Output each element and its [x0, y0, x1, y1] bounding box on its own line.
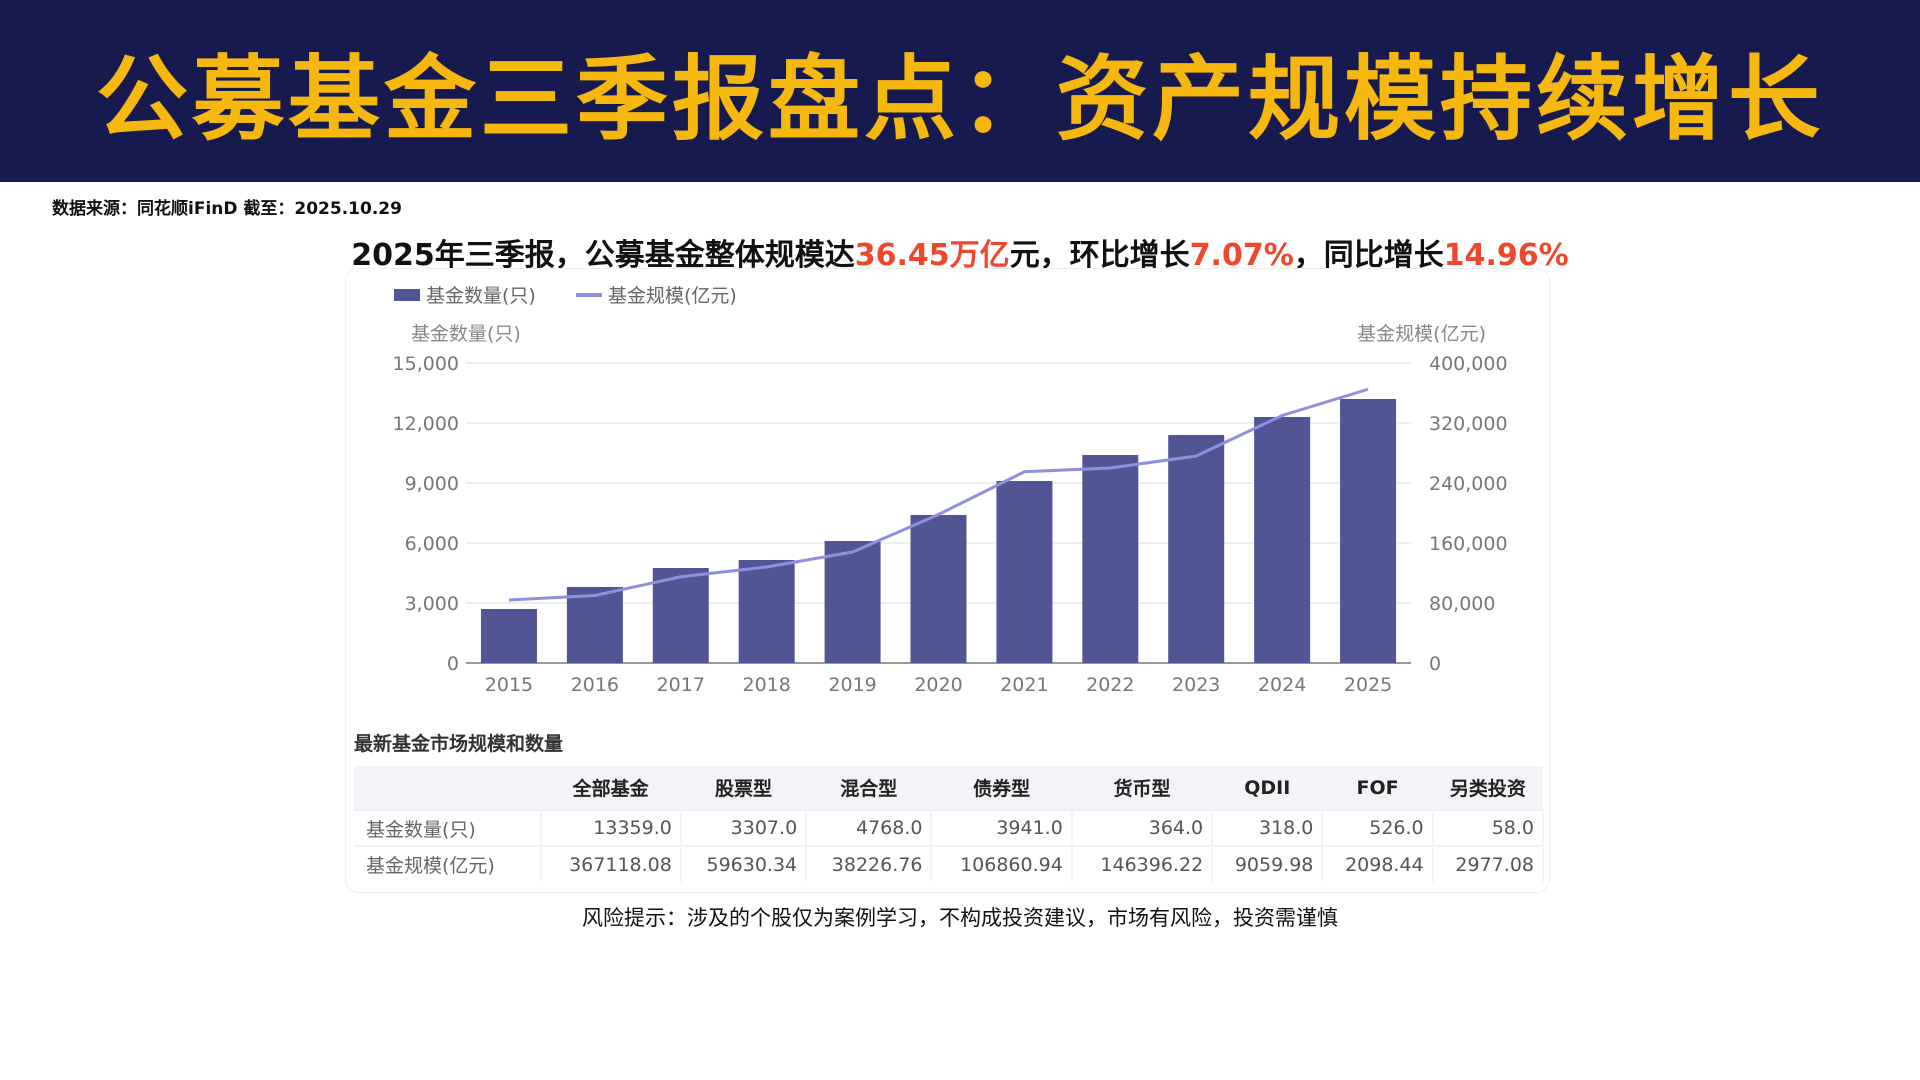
combo-chart: 0 0 3,000 80,000 6,000 160,000 9,000 240,000 12,… — [393, 285, 1508, 696]
left-axis-title: 基金数量(只) — [411, 323, 521, 345]
table-cell: 2977.08 — [1432, 845, 1545, 882]
bar — [1340, 399, 1397, 663]
x-tick-label: 2019 — [828, 674, 876, 696]
table-cell: 364.0 — [1071, 809, 1214, 846]
table-cell: 526.0 — [1322, 809, 1434, 846]
x-tick-label: 2020 — [914, 674, 962, 696]
table-row: 基金数量(只) 13359.0 3307.0 4768.0 3941.0 364.0 318… — [354, 809, 1545, 846]
bar — [652, 568, 709, 663]
bar — [1168, 435, 1225, 663]
headline-text: ，同比增长 — [1293, 238, 1444, 273]
column-header: 债券型 — [931, 766, 1072, 810]
table-cell: 367118.08 — [540, 845, 682, 882]
left-tick-label: 12,000 — [393, 413, 459, 435]
scale-line — [508, 387, 1369, 602]
risk-disclaimer: 风险提示：涉及的个股仅为案例学习，不构成投资建议，市场有风险，投资需谨慎 — [582, 906, 1338, 930]
x-tick-label: 2015 — [485, 674, 533, 696]
left-tick-label: 0 — [447, 653, 459, 675]
headline: 2025年三季报，公募基金整体规模达36.45万亿元，环比增长7.07%，同比增… — [0, 230, 1920, 274]
left-tick-label: 6,000 — [405, 533, 459, 555]
left-tick-label: 15,000 — [393, 353, 459, 375]
bar — [910, 515, 967, 663]
table-cell: 9059.98 — [1212, 845, 1324, 882]
headline-text: 元，环比增长 — [1009, 238, 1190, 273]
table-row: 基金规模(亿元) 367118.08 59630.34 38226.76 106860.… — [354, 845, 1545, 882]
table-cell: 59630.34 — [680, 845, 808, 882]
table-cell: 4768.0 — [806, 809, 933, 846]
table-cell: 2098.44 — [1322, 845, 1434, 882]
table-cell: 3307.0 — [680, 809, 808, 846]
x-tick-label: 2021 — [1000, 674, 1048, 696]
table-title: 最新基金市场规模和数量 — [354, 733, 564, 755]
column-header: 另类投资 — [1432, 766, 1543, 810]
column-header: FOF — [1322, 766, 1433, 810]
headline-scale: 36.45万亿 — [854, 238, 1010, 273]
column-header — [354, 766, 541, 810]
x-tick-label: 2022 — [1086, 674, 1134, 696]
legend-bar-icon — [394, 289, 420, 301]
bar — [1082, 455, 1139, 663]
bar — [824, 541, 881, 663]
title-banner: 公募基金三季报盘点：资产规模持续增长 — [0, 0, 1920, 182]
column-header: 混合型 — [806, 766, 932, 810]
right-tick-label: 400,000 — [1429, 353, 1508, 375]
legend-label-scale: 基金规模(亿元) — [608, 285, 737, 307]
bar — [996, 481, 1053, 663]
table-cell: 38226.76 — [806, 845, 933, 882]
row-label: 基金规模(亿元) — [354, 845, 542, 882]
left-tick-label: 9,000 — [405, 473, 459, 495]
bar — [480, 609, 537, 663]
x-tick-label: 2025 — [1344, 674, 1392, 696]
chart-card: 0 0 3,000 80,000 6,000 160,000 9,000 240,000 12,… — [345, 268, 1550, 893]
right-tick-label: 160,000 — [1429, 533, 1508, 555]
data-source: 数据来源：同花顺iFinD 截至：2025.10.29 — [52, 199, 402, 219]
table-cell: 318.0 — [1212, 809, 1324, 846]
table-cell: 3941.0 — [931, 809, 1073, 846]
right-axis-title: 基金规模(亿元) — [1357, 323, 1486, 345]
x-tick-label: 2018 — [743, 674, 791, 696]
bar — [1254, 417, 1311, 663]
column-header: 全部基金 — [540, 766, 681, 810]
table-header-row: 全部基金 股票型 混合型 债券型 货币型 QDII FOF 另类投资 — [354, 766, 1543, 810]
page-title: 公募基金三季报盘点：资产规模持续增长 — [95, 45, 1824, 153]
right-tick-label: 320,000 — [1429, 413, 1508, 435]
right-tick-label: 80,000 — [1429, 593, 1495, 615]
left-tick-label: 3,000 — [405, 593, 459, 615]
bar — [566, 587, 623, 663]
table-cell: 13359.0 — [540, 809, 682, 846]
column-header: 股票型 — [680, 766, 807, 810]
x-tick-label: 2023 — [1172, 674, 1220, 696]
x-tick-label: 2024 — [1258, 674, 1306, 696]
headline-text: 2025年三季报，公募基金整体规模达 — [351, 238, 855, 273]
column-header: 货币型 — [1071, 766, 1213, 810]
table-cell: 58.0 — [1432, 809, 1545, 846]
right-tick-label: 240,000 — [1429, 473, 1508, 495]
x-tick-label: 2017 — [657, 674, 705, 696]
fund-table: 全部基金 股票型 混合型 债券型 货币型 QDII FOF 另类投资 基金数量(只) 13359… — [354, 766, 1545, 882]
bar — [738, 560, 795, 663]
headline-qoq: 7.07% — [1189, 238, 1294, 273]
x-tick-label: 2016 — [571, 674, 619, 696]
legend-label-count: 基金数量(只) — [426, 285, 536, 307]
column-header: QDII — [1212, 766, 1323, 810]
table-cell: 106860.94 — [931, 845, 1073, 882]
right-tick-label: 0 — [1429, 653, 1441, 675]
headline-yoy: 14.96% — [1443, 238, 1569, 273]
table-cell: 146396.22 — [1071, 845, 1214, 882]
row-label: 基金数量(只) — [354, 809, 542, 846]
